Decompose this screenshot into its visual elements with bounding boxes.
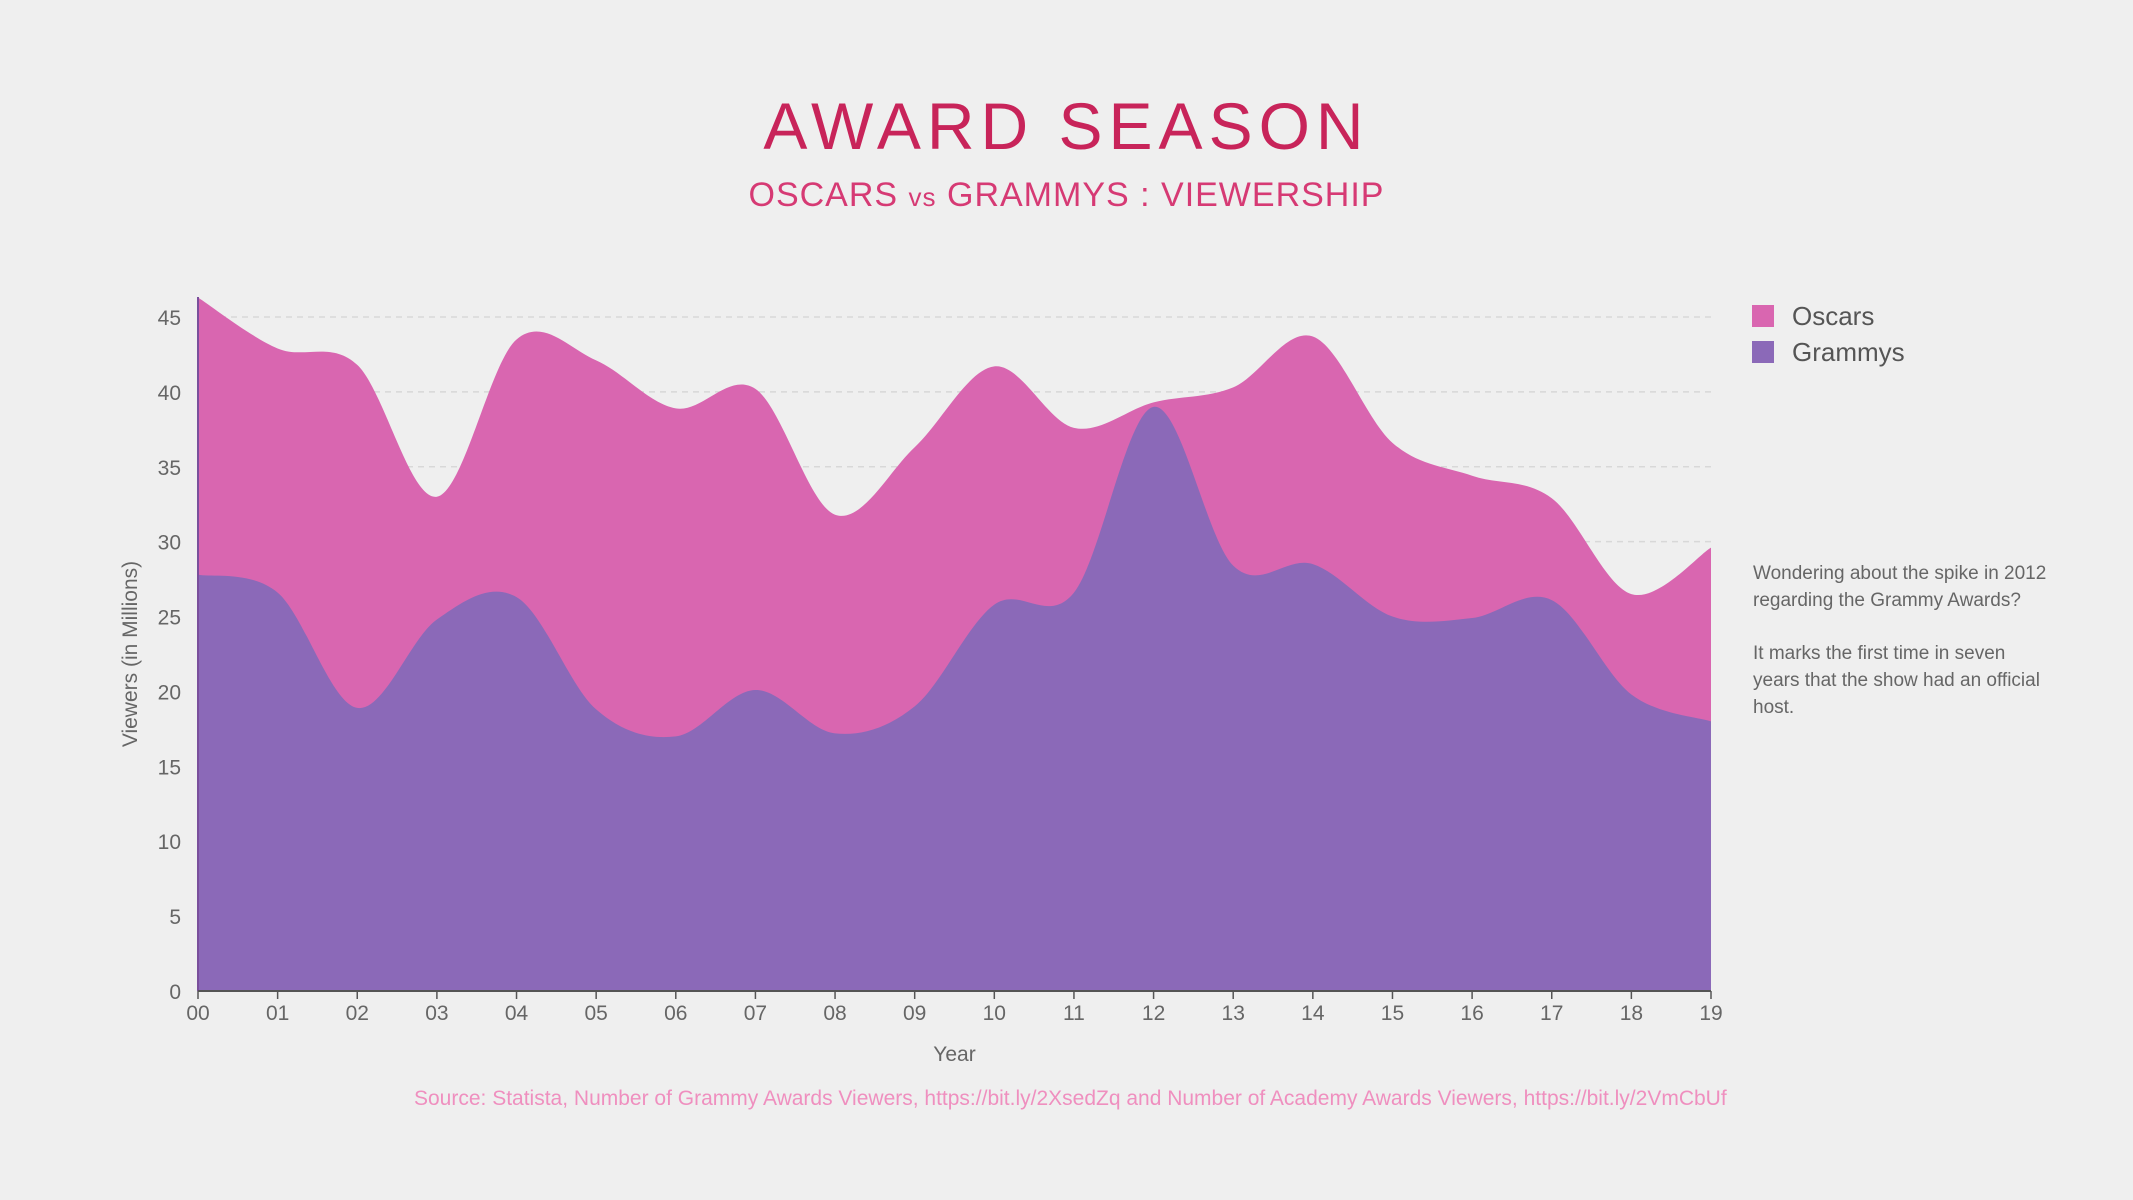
subtitle-vs: vs: [908, 182, 937, 212]
chart-legend: Oscars Grammys: [1752, 298, 1905, 370]
x-tick-label: 15: [1381, 1002, 1404, 1025]
legend-item-oscars[interactable]: Oscars: [1752, 298, 1905, 334]
x-tick-label: 07: [744, 1002, 767, 1025]
x-tick-label: 11: [1063, 1002, 1085, 1025]
x-tick-label: 04: [505, 1002, 529, 1025]
annotation-note: Wondering about the spike in 2012 regard…: [1753, 560, 2053, 747]
y-axis-label: Viewers (in Millions): [119, 561, 142, 747]
y-tick-label: 15: [158, 756, 181, 779]
x-tick-label: 02: [346, 1002, 369, 1025]
chart-title: AWARD SEASON: [763, 89, 1370, 163]
legend-label-grammys: Grammys: [1792, 336, 1905, 367]
x-axis-label: Year: [933, 1043, 975, 1066]
y-tick-label: 40: [158, 382, 181, 405]
note-paragraph-2: It marks the first time in seven years t…: [1753, 643, 2040, 718]
y-tick-label: 25: [158, 607, 181, 630]
x-tick-label: 01: [266, 1002, 289, 1025]
y-tick-label: 20: [158, 681, 181, 704]
x-tick-label: 14: [1301, 1002, 1325, 1025]
legend-item-grammys[interactable]: Grammys: [1752, 334, 1905, 370]
y-tick-label: 35: [158, 457, 181, 480]
source-note: Source: Statista, Number of Grammy Award…: [414, 1087, 1727, 1110]
x-tick-label: 13: [1222, 1002, 1245, 1025]
y-tick-label: 30: [158, 532, 181, 555]
area-grammys: [198, 406, 1711, 991]
x-tick-label: 09: [903, 1002, 926, 1025]
y-tick-label: 0: [169, 981, 181, 1004]
legend-swatch-oscars: [1752, 305, 1774, 327]
subtitle-part-1: OSCARS: [748, 176, 909, 214]
x-tick-label: 05: [584, 1002, 607, 1025]
x-tick-label: 10: [983, 1002, 1006, 1025]
legend-label-oscars: Oscars: [1792, 300, 1875, 331]
x-tick-label: 19: [1699, 1002, 1722, 1025]
x-tick-label: 18: [1620, 1002, 1643, 1025]
x-tick-label: 08: [823, 1002, 846, 1025]
y-tick-label: 10: [158, 831, 181, 854]
x-tick-label: 06: [664, 1002, 687, 1025]
x-tick-label: 16: [1460, 1002, 1483, 1025]
x-tick-label: 00: [186, 1002, 209, 1025]
note-paragraph-1: Wondering about the spike in 2012 regard…: [1753, 563, 2047, 611]
chart-subtitle: OSCARS vs GRAMMYS : VIEWERSHIP: [0, 176, 2133, 215]
x-tick-label: 12: [1142, 1002, 1165, 1025]
y-tick-label: 5: [169, 906, 181, 929]
chart-areas: [198, 297, 1711, 991]
legend-swatch-grammys: [1752, 341, 1774, 363]
x-tick-label: 17: [1540, 1002, 1563, 1025]
subtitle-part-2: GRAMMYS : VIEWERSHIP: [936, 176, 1385, 214]
x-tick-label: 03: [425, 1002, 448, 1025]
y-tick-label: 45: [158, 307, 181, 330]
